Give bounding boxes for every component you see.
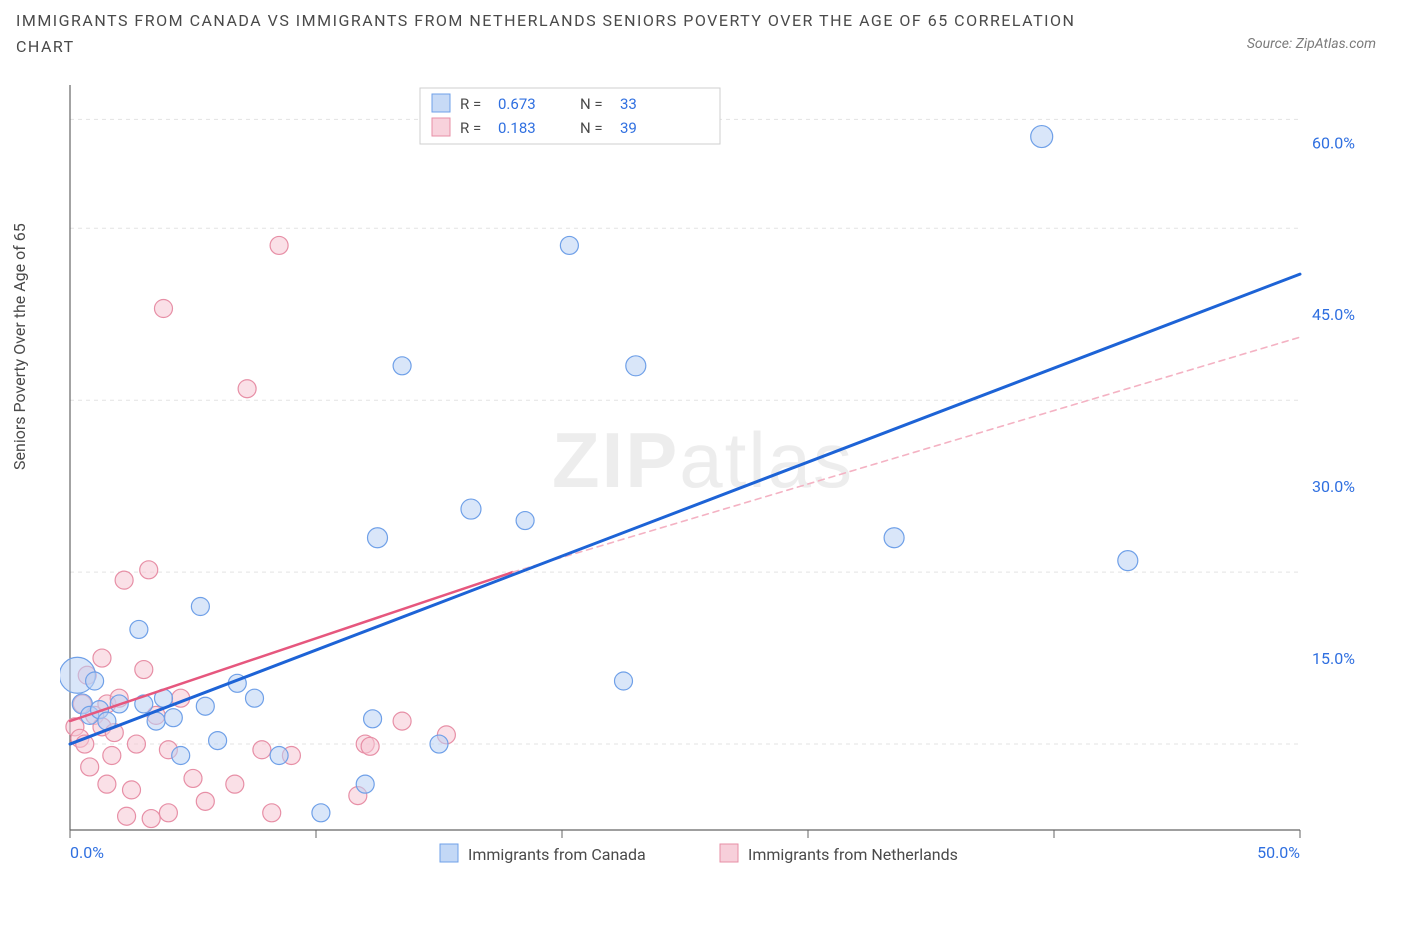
svg-text:N =: N = — [580, 119, 603, 137]
chart-title: IMMIGRANTS FROM CANADA VS IMMIGRANTS FRO… — [16, 8, 1116, 59]
svg-text:R =: R = — [460, 95, 481, 113]
svg-text:60.0%: 60.0% — [1312, 133, 1355, 152]
svg-text:Immigrants from Canada: Immigrants from Canada — [468, 845, 646, 864]
source-name: ZipAtlas.com — [1296, 36, 1376, 52]
y-axis-label: Seniors Poverty Over the Age of 65 — [10, 223, 29, 470]
svg-text:N =: N = — [580, 95, 603, 113]
svg-text:33: 33 — [620, 95, 637, 113]
svg-text:R =: R = — [460, 119, 481, 137]
svg-text:45.0%: 45.0% — [1312, 305, 1355, 324]
svg-text:0.0%: 0.0% — [70, 843, 104, 862]
source-attribution: Source: ZipAtlas.com — [1247, 36, 1376, 52]
scatter-plot: 0.0% 50.0% 15.0% 30.0% 45.0% 60.0% R = 0.673 N =… — [60, 80, 1370, 870]
svg-text:50.0%: 50.0% — [1257, 843, 1300, 862]
svg-text:30.0%: 30.0% — [1312, 477, 1355, 496]
svg-text:0.183: 0.183 — [498, 119, 536, 137]
svg-text:39: 39 — [620, 119, 637, 137]
svg-text:15.0%: 15.0% — [1312, 649, 1355, 668]
svg-text:Immigrants from Netherlands: Immigrants from Netherlands — [748, 845, 958, 864]
chart-svg: 0.0% 50.0% 15.0% 30.0% 45.0% 60.0% R = 0.673 N =… — [60, 80, 1370, 870]
svg-text:0.673: 0.673 — [498, 95, 536, 113]
source-prefix: Source: — [1247, 36, 1296, 52]
